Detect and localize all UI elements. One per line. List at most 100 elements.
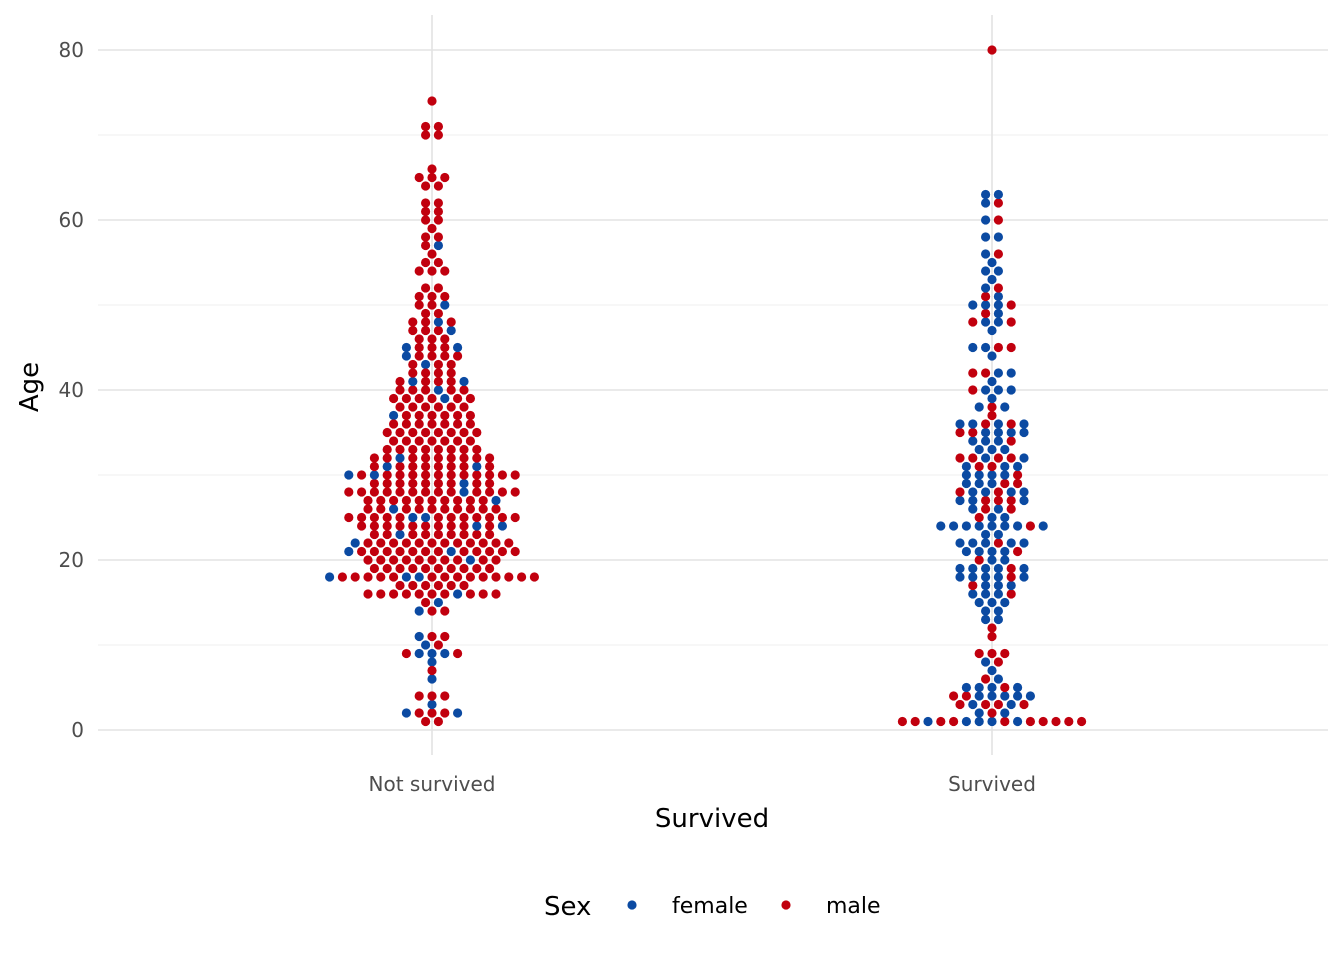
point-male [993, 657, 1004, 667]
point-male [1038, 716, 1048, 727]
point-male [446, 427, 456, 438]
point-male [433, 716, 443, 727]
point-male [993, 215, 1004, 225]
legend-label-male: male [826, 894, 881, 919]
point-male [440, 538, 450, 548]
point-male [408, 402, 418, 412]
point-male [382, 427, 392, 438]
point-female [427, 657, 437, 667]
point-male [485, 487, 495, 497]
point-female [1025, 691, 1035, 701]
point-male [510, 487, 520, 497]
point-male [446, 521, 456, 531]
point-male [414, 708, 424, 718]
point-male [1077, 716, 1087, 727]
point-female [993, 563, 1004, 574]
point-female [993, 504, 1004, 514]
point-female [993, 266, 1004, 276]
point-female [459, 487, 469, 497]
point-male [421, 121, 431, 132]
point-male [987, 461, 997, 472]
point-male [446, 529, 456, 540]
point-male [440, 342, 450, 353]
point-male [446, 359, 456, 370]
point-male [395, 376, 405, 387]
point-male [408, 461, 418, 472]
point-male [446, 461, 456, 472]
point-female [433, 240, 443, 251]
point-female [993, 308, 1004, 319]
point-male [427, 631, 437, 642]
point-female [968, 495, 978, 506]
point-male [478, 495, 488, 506]
point-female [1000, 461, 1010, 472]
point-male [472, 487, 482, 497]
point-female [1013, 691, 1023, 701]
point-female [981, 300, 991, 310]
point-male [401, 648, 411, 659]
point-male [408, 368, 418, 378]
point-male [446, 385, 456, 395]
point-female [344, 546, 354, 557]
point-male [485, 529, 495, 540]
point-male [421, 563, 431, 574]
point-female [981, 249, 991, 259]
point-female [472, 521, 482, 531]
point-female [1006, 580, 1016, 591]
point-male [440, 555, 450, 565]
point-male [389, 555, 399, 565]
point-male [421, 240, 431, 251]
point-male [936, 716, 946, 727]
point-male [459, 512, 469, 523]
point-male [408, 563, 418, 574]
point-male [440, 410, 450, 421]
point-male [389, 495, 399, 506]
point-male [440, 589, 450, 599]
point-male [401, 436, 411, 446]
point-male [389, 436, 399, 446]
point-female [369, 470, 379, 480]
point-male [382, 546, 392, 557]
point-male [433, 121, 443, 132]
point-male [510, 546, 520, 557]
point-female [446, 546, 456, 557]
point-male [1013, 470, 1023, 480]
point-male [1006, 504, 1016, 514]
point-male [440, 606, 450, 616]
point-female [382, 461, 392, 472]
point-female [1019, 419, 1029, 429]
point-male [421, 376, 431, 387]
point-male [401, 495, 411, 506]
point-male [363, 589, 373, 599]
point-female [981, 563, 991, 574]
point-male [421, 325, 431, 336]
point-male [401, 504, 411, 514]
point-male [968, 427, 978, 438]
point-male [433, 521, 443, 531]
point-female [427, 674, 437, 684]
point-female [389, 410, 399, 421]
point-male [421, 597, 431, 608]
point-male [993, 198, 1004, 208]
point-male [389, 572, 399, 582]
point-male [910, 716, 920, 727]
point-female [1000, 512, 1010, 523]
point-male [993, 453, 1004, 463]
point-female [981, 436, 991, 446]
point-female [465, 555, 475, 565]
point-male [433, 487, 443, 497]
point-male [363, 495, 373, 506]
point-female [993, 232, 1004, 242]
point-female [974, 521, 984, 531]
point-male [485, 453, 495, 463]
point-male [453, 538, 463, 548]
point-male [414, 495, 424, 506]
point-female [981, 589, 991, 599]
point-female [968, 699, 978, 710]
point-male [961, 691, 972, 701]
point-male [427, 589, 437, 599]
point-male [1025, 521, 1035, 531]
point-male [414, 436, 424, 446]
point-male [465, 538, 475, 548]
point-female [427, 648, 437, 659]
